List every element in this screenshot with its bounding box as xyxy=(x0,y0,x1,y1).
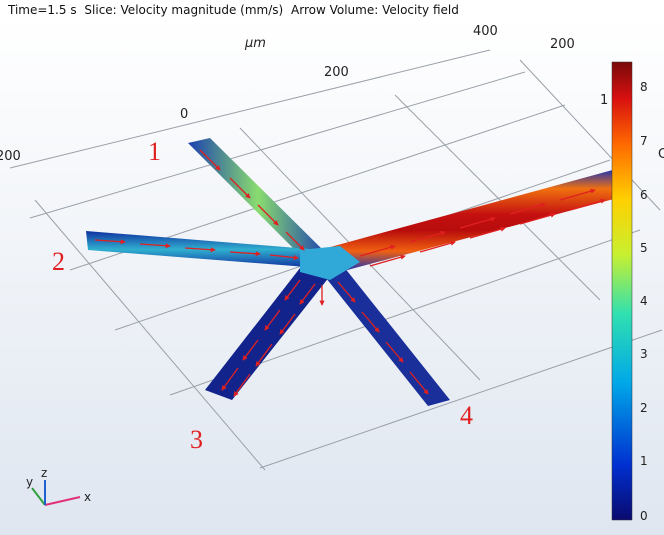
velocity-arrows xyxy=(94,149,606,397)
triad-y-label: y xyxy=(26,475,33,489)
channel-label-2: 2 xyxy=(52,247,65,276)
colorbar-label-8: 8 xyxy=(640,80,648,94)
slice-label: Slice: Velocity magnitude (mm/s) xyxy=(84,3,284,17)
colorbar-label-2: 2 xyxy=(640,401,648,415)
tick-1-partial: 1 xyxy=(600,93,608,108)
triad-z-label: z xyxy=(41,466,47,480)
triad-x-axis xyxy=(44,496,81,506)
tick-partial-right: C xyxy=(658,147,664,162)
colorbar-label-1: 1 xyxy=(640,454,648,468)
tick-200-top: 200 xyxy=(550,37,575,52)
channel-label-3: 3 xyxy=(190,425,203,454)
junction xyxy=(300,246,360,280)
tick-200-mid: 200 xyxy=(324,65,349,80)
channel-3 xyxy=(205,268,330,400)
triad-x-label: x xyxy=(84,490,91,504)
plot-header: Time=1.5 s Slice: Velocity magnitude (mm… xyxy=(8,3,463,17)
colorbar-labels: 8 7 6 5 4 3 2 1 0 xyxy=(640,80,648,523)
time-label: Time=1.5 s xyxy=(8,3,77,17)
colorbar-label-4: 4 xyxy=(640,294,648,308)
colorbar xyxy=(611,61,633,521)
channel-label-4: 4 xyxy=(460,401,473,430)
colorbar-label-0: 0 xyxy=(640,509,648,523)
axis-unit-label: μm xyxy=(244,36,266,51)
colorbar-label-6: 6 xyxy=(640,188,648,202)
channel-1 xyxy=(188,138,328,263)
triad-y-axis xyxy=(31,487,46,506)
channel-label-1: 1 xyxy=(148,137,161,166)
axis-triad: x y z xyxy=(26,466,91,506)
tick-0: 0 xyxy=(180,107,188,122)
colorbar-label-3: 3 xyxy=(640,347,648,361)
colorbar-label-5: 5 xyxy=(640,241,648,255)
colorbar-label-7: 7 xyxy=(640,134,648,148)
arrow-volume-label: Arrow Volume: Velocity field xyxy=(291,3,459,17)
tick-200-left: 200 xyxy=(0,149,21,164)
tick-400: 400 xyxy=(473,24,498,39)
